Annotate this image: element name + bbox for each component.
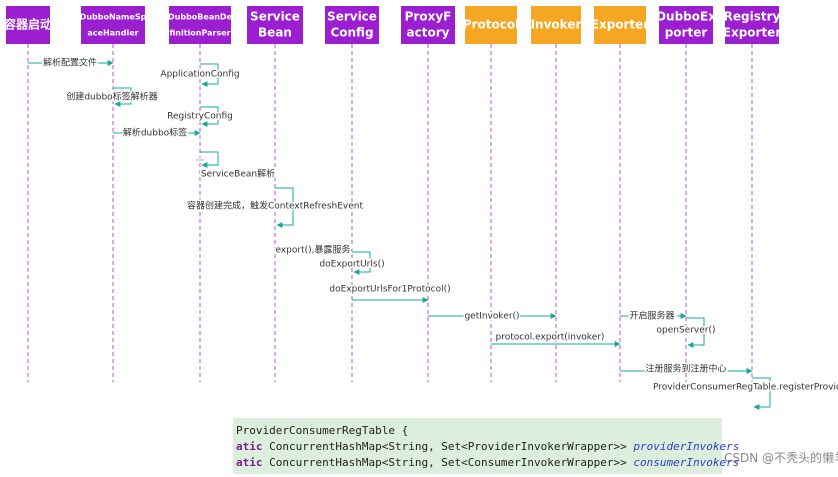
message-label: ServiceBean解析 [201, 168, 275, 180]
code-line: atic ConcurrentHashMap<String, Set<Consu… [236, 456, 739, 469]
message-arrow [113, 87, 132, 107]
message-arrow [752, 377, 771, 410]
code-text: ConcurrentHashMap<String, Set<ProviderIn… [269, 440, 627, 453]
participant-label: aceHandler [87, 29, 138, 38]
code-field: consumerInvokers [633, 456, 739, 469]
code-text: ConcurrentHashMap<String, Set<ConsumerIn… [269, 456, 627, 469]
message-arrow [686, 317, 705, 348]
participant-box [6, 6, 50, 44]
participant-label: Registry [724, 10, 781, 24]
message-arrow [200, 106, 219, 127]
code-field: providerInvokers [632, 440, 739, 453]
participant-label: Service [250, 10, 300, 24]
participant-label: Invoker [531, 18, 582, 32]
message-label: 解析配置文件 [43, 57, 97, 69]
code-line: atic ConcurrentHashMap<String, Set<Provi… [236, 440, 739, 453]
message-label: ApplicationConfig [160, 70, 239, 80]
participant-box [725, 6, 779, 44]
participant-box [594, 6, 646, 44]
participant-label: DubboBeanDe [168, 13, 233, 22]
watermark: CSDN @不秃头的懒羊羊程序猿 [724, 450, 838, 465]
message-arrow [275, 187, 294, 228]
participant-label: Config [330, 26, 373, 40]
message-arrow [200, 151, 219, 168]
message-label: ProviderConsumerRegTable.registerProvide… [653, 383, 838, 393]
participant-label: ProxyF [405, 10, 452, 24]
code-box [233, 418, 722, 474]
participant-label: finitionParser [169, 29, 230, 38]
participant-box [169, 6, 231, 44]
message-arrow [352, 251, 371, 275]
message-arrow [200, 63, 219, 87]
message-label: ... [196, 154, 205, 164]
message-label: getInvoker() [464, 312, 519, 322]
message-label: RegistryConfig [167, 112, 233, 122]
message-label: 注册服务到注册中心 [645, 363, 726, 375]
participant-box [531, 6, 581, 44]
message-label: doExportUrlsFor1Protocol() [329, 285, 450, 295]
participant-label: 容器启动 [3, 17, 52, 32]
message-label: 创建dubbo标签解析器 [66, 91, 157, 103]
participant-label: porter [665, 26, 708, 40]
message-label: protocol.export(invoker) [496, 333, 605, 343]
participant-box [81, 6, 145, 44]
message-label: export(),暴露服务 [275, 244, 350, 256]
code-keyword: atic [236, 456, 263, 469]
participant-label: actory [407, 26, 450, 40]
participant-label: Protocol [463, 18, 519, 32]
participant-label: Bean [258, 26, 292, 40]
code-keyword: atic [236, 440, 263, 453]
participant-label: Exporter [723, 26, 782, 40]
message-label: doExportUrls() [319, 260, 384, 270]
participant-box [659, 6, 713, 44]
participant-box [247, 6, 303, 44]
participant-label: Service [327, 10, 377, 24]
message-label: openServer() [657, 326, 716, 336]
participant-label: Exporter [591, 18, 650, 32]
code-line: ProviderConsumerRegTable { [236, 424, 408, 437]
message-label: 解析dubbo标签 [123, 127, 187, 139]
participant-box [465, 6, 517, 44]
participant-label: DubboEx [656, 10, 716, 24]
message-label: 容器创建完成，触发ContextRefreshEvent [187, 200, 363, 212]
participant-box [325, 6, 379, 44]
message-label: 开启服务器 [629, 310, 674, 322]
participant-box [401, 6, 455, 44]
participant-label: DubboNameSp [80, 13, 147, 22]
code-text: ProviderConsumerRegTable { [236, 424, 408, 437]
